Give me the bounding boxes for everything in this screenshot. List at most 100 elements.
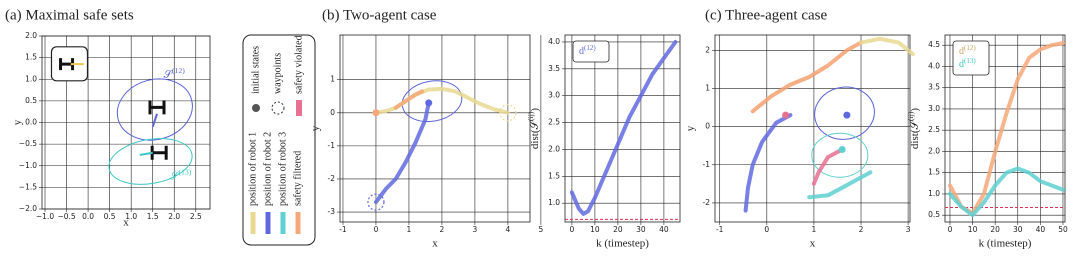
y-tick-label: 2.0: [928, 146, 940, 155]
x-tick-label: 40: [659, 225, 669, 234]
x-tick-label: 10: [968, 225, 978, 234]
x-tick-label: −1.0: [36, 212, 54, 221]
y-tick-label: 0.5: [928, 210, 940, 219]
x-tick-label: 30: [1013, 225, 1023, 234]
y-axis-label-sup: (ij): [906, 111, 915, 121]
legend-box: [242, 34, 316, 246]
y-tick-label: −1.0: [19, 161, 37, 170]
legend-swatch: [250, 212, 256, 234]
legend-text: position of robot 3: [277, 132, 288, 206]
x-tick-label: 2.0: [168, 212, 180, 221]
x-tick-label: 2: [440, 225, 445, 234]
legend-swatch: [265, 212, 271, 234]
legend-symbol: [252, 104, 260, 112]
x-tick-label: 50: [1058, 225, 1068, 234]
y-tick-label: −2.0: [19, 204, 37, 213]
safe-set-outline: [811, 132, 869, 178]
x-tick-label: −0.5: [57, 212, 75, 221]
x-tick-label: 0: [948, 225, 953, 234]
trajectory: [859, 36, 915, 57]
trajectory: [948, 166, 1065, 218]
x-tick-label: 0.0: [82, 212, 94, 221]
plot-frame: [714, 34, 911, 223]
x-tick-label: 0.5: [104, 212, 116, 221]
robot-icon: [150, 145, 168, 160]
x-tick-label: 2.5: [190, 212, 202, 221]
y-axis-label: y: [310, 125, 322, 131]
y-tick-label: 2.0: [548, 144, 560, 153]
y-tick-label: 1: [705, 83, 710, 92]
y-tick-label: -1: [703, 160, 711, 169]
legend-symbol: [296, 100, 302, 116]
panel-title: (b) Two-agent case: [322, 7, 437, 23]
y-axis-label-base: dist(𝒮: [529, 120, 541, 150]
legend-entry-base: d: [959, 59, 964, 70]
legend-entry-base: d: [959, 46, 964, 57]
x-tick-label: 4: [506, 225, 511, 234]
annotation-base: 𝒮: [163, 68, 173, 80]
y-tick-label: 1.0: [25, 74, 37, 83]
annotation-base: 𝒮: [170, 170, 180, 182]
legend-symbol: [271, 101, 285, 115]
annotation: 𝒮(12): [163, 66, 185, 81]
legend-entry-sup: (12): [584, 44, 596, 52]
y-tick-label: 0: [705, 122, 710, 131]
y-tick-label: 1.5: [25, 53, 37, 62]
trajectory: [374, 100, 431, 205]
x-tick-label: 1.5: [147, 212, 159, 221]
x-tick-label: 30: [636, 225, 646, 234]
legend-entry-base: d: [579, 46, 584, 57]
legend-entry-sup: (12): [964, 44, 976, 52]
y-axis-label: y: [12, 119, 24, 125]
y-tick-label: 3.5: [928, 83, 940, 92]
waypoint: [499, 104, 517, 122]
initial-state: [425, 99, 433, 107]
legend-text: safety filtered: [292, 151, 303, 206]
y-tick-label: 3.0: [928, 104, 940, 113]
x-axis-label: k (timestep): [979, 238, 1032, 250]
y-axis-label: dist(𝒮(ij)): [906, 108, 921, 149]
x-tick-label: 3: [473, 225, 478, 234]
legend-text: safety violated: [293, 35, 304, 94]
trajectory: [811, 147, 845, 186]
legend-text: position of robot 2: [262, 132, 273, 206]
x-tick-label: 0: [764, 225, 769, 234]
initial-state: [843, 111, 851, 119]
y-tick-label: 1.5: [928, 168, 940, 177]
y-axis-label: y: [685, 125, 697, 131]
initial-state: [838, 145, 846, 153]
trajectory: [807, 170, 873, 200]
x-tick-label: 10: [590, 225, 600, 234]
initial-state: [782, 111, 790, 119]
annotation: 𝒮(13): [170, 167, 192, 182]
y-tick-label: 4.5: [928, 40, 940, 49]
y-tick-label: 1.5: [548, 171, 560, 180]
y-tick-label: 1.0: [928, 189, 940, 198]
plot-legend: [572, 40, 610, 63]
panel-title: (c) Three-agent case: [705, 7, 827, 23]
plot-legend: [952, 40, 990, 76]
y-tick-label: 1: [330, 75, 335, 84]
y-axis-label-tail: ): [529, 108, 541, 112]
x-tick-label: 40: [1036, 225, 1046, 234]
y-tick-label: 3.5: [548, 64, 560, 73]
safe-set-outline: [108, 138, 193, 185]
arrow: [151, 113, 158, 128]
y-tick-label: -2: [703, 198, 711, 207]
x-tick-label: 0: [374, 225, 379, 234]
legend-entry: d(12): [959, 44, 976, 58]
legend-text: position of robot 1: [247, 132, 258, 206]
annotation-sup: (13): [178, 167, 191, 176]
y-tick-label: 1.0: [548, 198, 560, 207]
x-tick-label: 3: [906, 225, 911, 234]
y-tick-label: 0.5: [25, 96, 37, 105]
robot-icon: [148, 100, 166, 115]
y-tick-label: 0.0: [25, 118, 37, 127]
trajectory: [750, 40, 863, 114]
y-tick-label: -3: [328, 207, 336, 216]
legend-swatch: [295, 212, 301, 234]
panel-title: (a) Maximal safe sets: [5, 7, 134, 23]
y-tick-label: 2.0: [25, 31, 37, 40]
legend-entry-sup: (13): [964, 57, 976, 65]
